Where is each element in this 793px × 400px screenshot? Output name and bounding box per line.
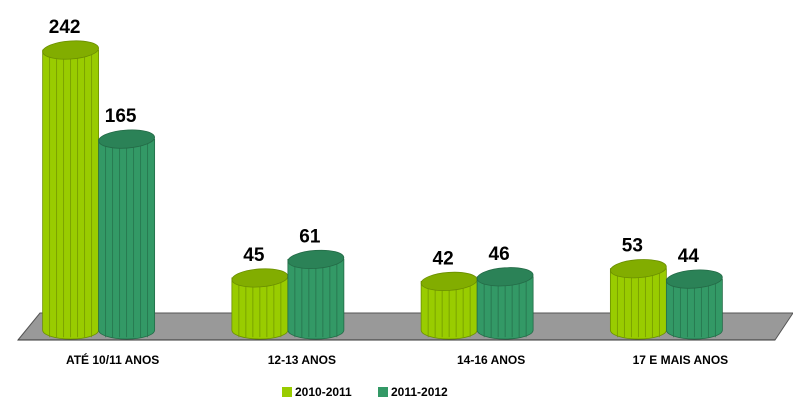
value-label: 61 <box>299 226 321 247</box>
legend-swatch <box>282 387 292 397</box>
value-label: 242 <box>49 17 81 38</box>
x-tick-label: 12-13 ANOS <box>268 353 336 367</box>
bar-top <box>476 267 534 287</box>
value-label: 42 <box>433 248 454 269</box>
value-label: 45 <box>243 245 265 266</box>
x-tick-label: 17 E MAIS ANOS <box>633 353 729 367</box>
bar-top <box>666 269 723 289</box>
bar-top <box>287 249 345 270</box>
bar-top <box>42 40 99 60</box>
legend-label: 2011-2012 <box>391 385 448 399</box>
value-label: 165 <box>105 106 137 127</box>
value-label: 46 <box>489 244 510 265</box>
legend-swatch <box>378 387 388 397</box>
bar-top <box>98 129 155 149</box>
legend-label: 2010-2011 <box>295 385 352 399</box>
value-label: 53 <box>622 236 643 257</box>
x-tick-label: 14-16 ANOS <box>457 353 525 367</box>
value-label: 44 <box>678 246 700 267</box>
bar-top <box>610 259 667 279</box>
x-tick-label: ATÉ 10/11 ANOS <box>66 352 159 367</box>
